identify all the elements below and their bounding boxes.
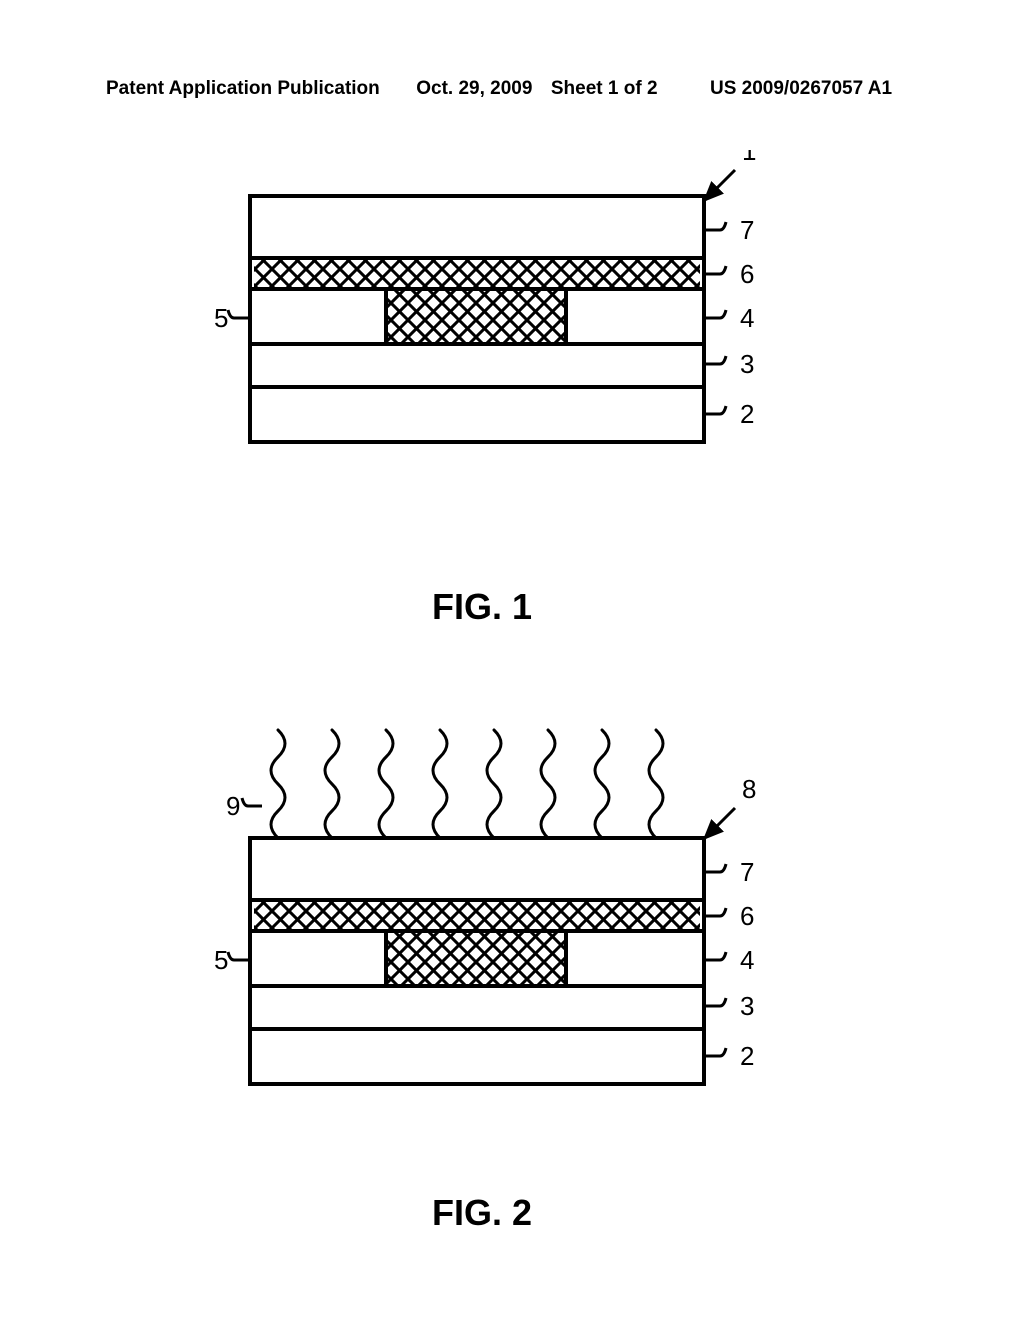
svg-text:9: 9 (226, 791, 240, 821)
figure-1: 7 6 4 3 2 5 1 (170, 150, 854, 520)
svg-text:6: 6 (740, 259, 754, 289)
svg-text:4: 4 (740, 945, 754, 975)
svg-text:3: 3 (740, 991, 754, 1021)
svg-text:5: 5 (214, 945, 228, 975)
svg-text:7: 7 (740, 215, 754, 245)
svg-text:2: 2 (740, 399, 754, 429)
svg-text:4: 4 (740, 303, 754, 333)
svg-text:2: 2 (740, 1041, 754, 1071)
header-sheet: Sheet 1 of 2 (551, 78, 658, 99)
svg-text:7: 7 (740, 857, 754, 887)
svg-text:5: 5 (214, 303, 228, 333)
svg-text:3: 3 (740, 349, 754, 379)
header-date: Oct. 29, 2009 (416, 78, 532, 99)
figure-2-caption: FIG. 2 (432, 1192, 532, 1234)
header-pub-number: US 2009/0267057 A1 (710, 78, 892, 99)
page: Patent Application Publication Oct. 29, … (0, 0, 1024, 1320)
svg-text:8: 8 (742, 774, 756, 804)
header: Patent Application Publication Oct. 29, … (0, 78, 1024, 100)
svg-text:1: 1 (742, 150, 756, 166)
figure-1-caption: FIG. 1 (432, 586, 532, 628)
svg-text:6: 6 (740, 901, 754, 931)
header-pub-type: Patent Application Publication (106, 78, 380, 99)
figure-2: 7 6 4 3 2 5 8 9 (170, 690, 854, 1150)
